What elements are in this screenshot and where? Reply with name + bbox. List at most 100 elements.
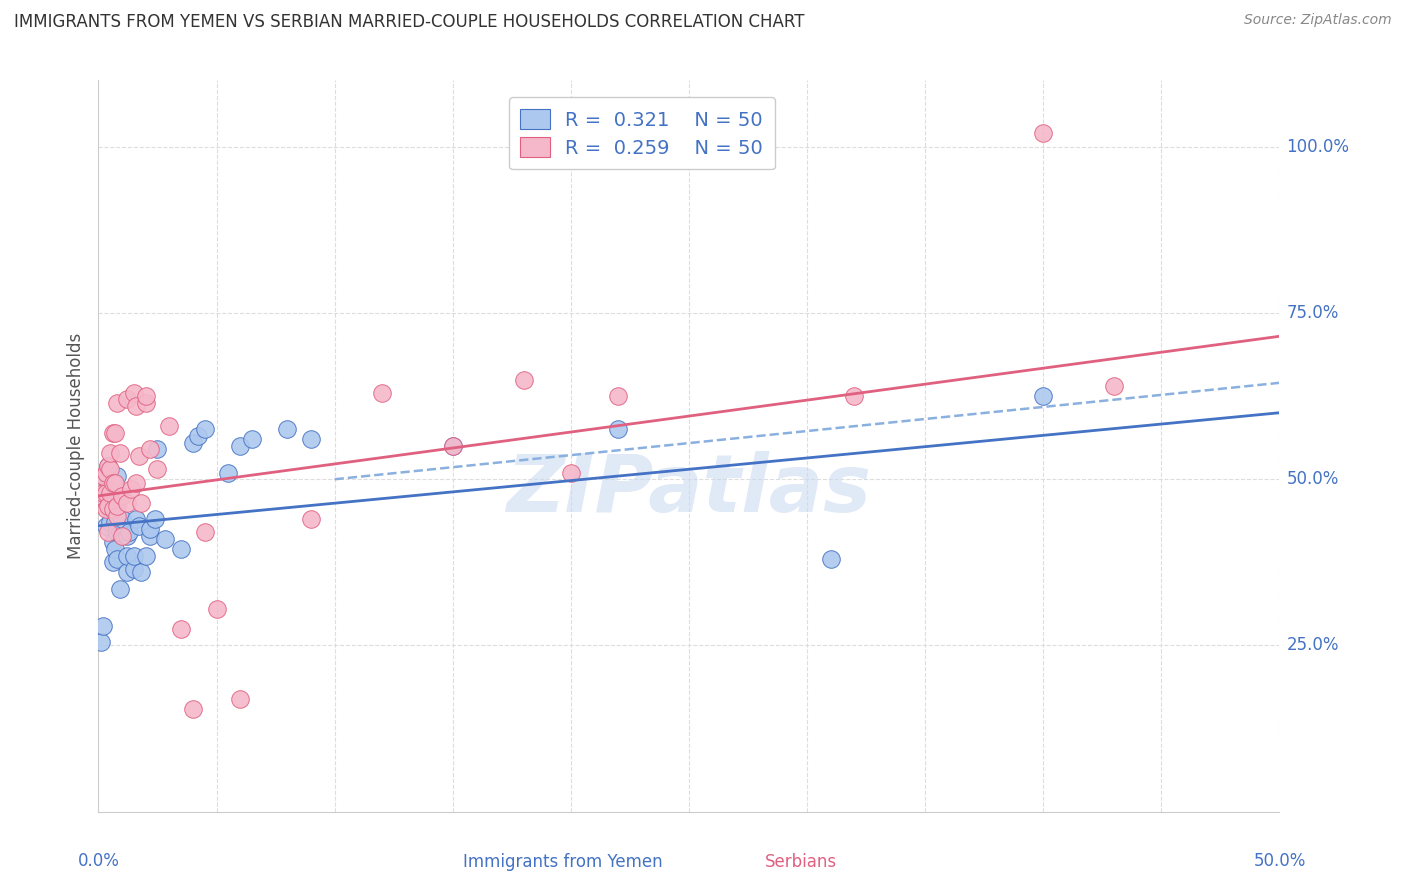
Point [139, 442, 162, 457]
Text: Serbians: Serbians [765, 853, 838, 871]
Text: 0.0%: 0.0% [77, 852, 120, 870]
Point [98, 462, 121, 476]
Point [101, 499, 124, 513]
Point [170, 622, 193, 636]
Point [98, 502, 121, 516]
Point [115, 392, 138, 407]
Text: Source: ZipAtlas.com: Source: ZipAtlas.com [1244, 13, 1392, 28]
Text: 50.0%: 50.0% [1253, 852, 1306, 870]
Point [108, 582, 131, 596]
Point [111, 489, 134, 503]
Point [98, 516, 121, 530]
Point [104, 475, 127, 490]
Point [101, 502, 124, 516]
Point [371, 385, 394, 400]
Point [240, 433, 263, 447]
Point [105, 396, 128, 410]
Point [1032, 389, 1054, 403]
Point [128, 449, 150, 463]
Point [139, 529, 162, 543]
Point [111, 512, 134, 526]
Point [607, 389, 630, 403]
Point [97, 469, 120, 483]
Point [101, 475, 124, 490]
Point [135, 389, 157, 403]
Point [181, 701, 204, 715]
Point [229, 439, 252, 453]
Point [512, 372, 534, 386]
Point [143, 512, 166, 526]
Point [94, 502, 117, 516]
Text: Immigrants from Yemen: Immigrants from Yemen [463, 853, 662, 871]
Point [157, 419, 180, 434]
Point [97, 458, 120, 473]
Point [108, 525, 131, 540]
Point [122, 385, 145, 400]
Point [129, 566, 152, 580]
Point [1032, 127, 1054, 141]
Point [217, 466, 239, 480]
Point [121, 482, 143, 496]
Text: IMMIGRANTS FROM YEMEN VS SERBIAN MARRIED-COUPLE HOUSEHOLDS CORRELATION CHART: IMMIGRANTS FROM YEMEN VS SERBIAN MARRIED… [14, 13, 804, 31]
Point [194, 525, 217, 540]
Point [122, 549, 145, 563]
Point [90, 635, 112, 649]
Point [125, 475, 148, 490]
Point [844, 389, 866, 403]
Point [441, 439, 464, 453]
Text: 75.0%: 75.0% [1286, 304, 1339, 322]
Point [111, 529, 134, 543]
Point [139, 522, 162, 536]
Point [91, 469, 114, 483]
Point [135, 396, 157, 410]
Text: ZIPatlas: ZIPatlas [506, 450, 872, 529]
Point [104, 425, 127, 440]
Point [98, 485, 121, 500]
Point [111, 518, 134, 533]
Text: 100.0%: 100.0% [1286, 137, 1350, 156]
Point [146, 442, 169, 457]
Point [101, 535, 124, 549]
Point [98, 445, 121, 459]
Point [91, 485, 114, 500]
Point [105, 499, 128, 513]
Point [94, 485, 117, 500]
Point [125, 399, 148, 413]
Point [128, 518, 150, 533]
Point [108, 445, 131, 459]
Point [607, 422, 630, 436]
Point [91, 618, 114, 632]
Point [194, 422, 217, 436]
Point [98, 495, 121, 509]
Point [560, 466, 582, 480]
Point [105, 508, 128, 523]
Point [820, 552, 842, 566]
Point [94, 466, 117, 480]
Y-axis label: Married-couple Households: Married-couple Households [66, 333, 84, 559]
Point [104, 542, 127, 557]
Point [441, 439, 464, 453]
Point [115, 495, 138, 509]
Point [299, 433, 322, 447]
Point [181, 435, 204, 450]
Point [105, 552, 128, 566]
Point [122, 562, 145, 576]
Point [94, 518, 117, 533]
Point [97, 499, 120, 513]
Point [97, 458, 120, 473]
Point [205, 602, 228, 616]
Point [129, 495, 152, 509]
Point [125, 512, 148, 526]
Point [97, 525, 120, 540]
Point [1102, 379, 1125, 393]
Point [97, 475, 120, 490]
Point [153, 532, 176, 546]
Point [104, 516, 127, 530]
Point [101, 555, 124, 569]
Text: 25.0%: 25.0% [1286, 637, 1339, 655]
Point [135, 549, 157, 563]
Point [299, 512, 322, 526]
Point [101, 425, 124, 440]
Point [105, 525, 128, 540]
Point [229, 691, 252, 706]
